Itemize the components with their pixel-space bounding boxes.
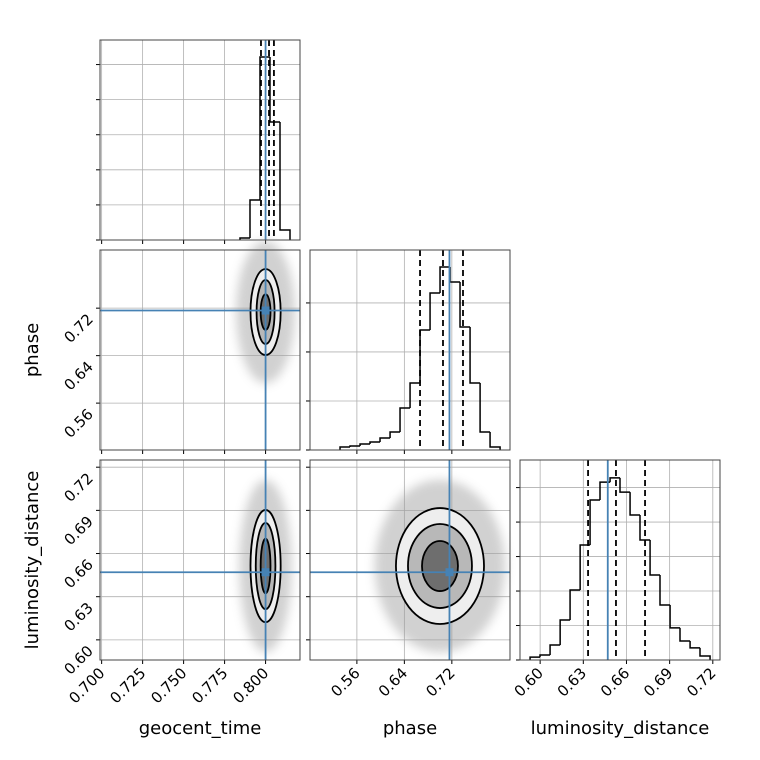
panel: 0.7000.7250.7500.7750.8000.600.630.660.6… bbox=[22, 459, 301, 739]
hist-bin bbox=[699, 647, 711, 660]
panel-frame bbox=[519, 459, 721, 661]
y-tick-label: 0.66 bbox=[60, 556, 96, 592]
hist-bin bbox=[259, 56, 270, 200]
y-tick-label: 0.69 bbox=[60, 512, 96, 548]
hist-bin bbox=[529, 656, 540, 660]
hist-bin bbox=[669, 605, 680, 629]
x-tick-label: 0.72 bbox=[683, 664, 719, 700]
y-axis-label: phase bbox=[22, 323, 43, 377]
hist-bin bbox=[339, 446, 350, 450]
hist-bin bbox=[629, 492, 640, 516]
hist-bin bbox=[469, 326, 481, 384]
hist-bin bbox=[549, 644, 561, 655]
x-tick-label: 0.69 bbox=[640, 664, 676, 700]
hist-bin bbox=[409, 382, 421, 409]
panel-frame bbox=[99, 249, 301, 451]
x-tick-label: 0.56 bbox=[327, 664, 363, 700]
hist-bin bbox=[619, 477, 631, 493]
hist-bin bbox=[479, 383, 491, 433]
hist-bin bbox=[249, 199, 260, 238]
hist-bin bbox=[389, 431, 401, 439]
hist-bin bbox=[419, 329, 431, 384]
hist-bin bbox=[379, 437, 391, 442]
x-tick-label: 0.800 bbox=[229, 664, 272, 707]
y-tick-label: 0.56 bbox=[60, 405, 96, 441]
panel-frame bbox=[99, 39, 301, 241]
panel bbox=[306, 249, 511, 454]
hist-bin bbox=[569, 589, 581, 620]
y-tick-label: 0.64 bbox=[60, 358, 96, 394]
hist-bin bbox=[359, 443, 370, 446]
x-tick-label: 0.72 bbox=[422, 664, 458, 700]
panel bbox=[96, 39, 301, 244]
hist-bin bbox=[579, 544, 591, 590]
hist-bin bbox=[559, 619, 571, 645]
hist-bin bbox=[399, 407, 411, 432]
x-axis-label: phase bbox=[383, 718, 437, 739]
hist-bin bbox=[269, 56, 280, 123]
hist-bin bbox=[429, 292, 441, 330]
x-tick-label: 0.66 bbox=[597, 664, 633, 700]
x-tick-label: 0.60 bbox=[511, 664, 547, 700]
x-tick-label: 0.750 bbox=[147, 664, 190, 707]
hist-bin bbox=[609, 477, 620, 483]
panel-frame bbox=[309, 249, 511, 451]
hist-bin bbox=[369, 441, 381, 445]
panel-frame bbox=[99, 459, 301, 661]
hist-bin bbox=[279, 122, 291, 240]
hist-bin bbox=[649, 540, 660, 576]
hist-bin bbox=[589, 499, 600, 545]
y-tick-label: 0.63 bbox=[60, 599, 96, 635]
hist-bin bbox=[689, 641, 700, 649]
contour bbox=[421, 540, 459, 592]
truth-marker bbox=[261, 306, 270, 315]
hist-bin bbox=[239, 237, 250, 240]
panel: 0.56 0.64 0.72 phase bbox=[22, 240, 301, 454]
x-tick-label: 0.63 bbox=[554, 664, 590, 700]
truth-marker bbox=[445, 568, 454, 577]
hist-bin bbox=[489, 431, 501, 450]
panel: 0.56 0.64 0.72 phase bbox=[306, 459, 511, 739]
panel-frame bbox=[309, 459, 511, 661]
x-tick-label: 0.725 bbox=[106, 664, 149, 707]
x-axis-label: geocent_time bbox=[139, 718, 262, 739]
hist-bin bbox=[539, 654, 551, 658]
x-tick-label: 0.64 bbox=[375, 664, 411, 700]
hist-bin bbox=[599, 481, 611, 500]
y-tick-label: 0.72 bbox=[60, 310, 96, 346]
x-axis-label: luminosity_distance bbox=[531, 718, 710, 739]
hist-bin bbox=[439, 266, 451, 294]
hist-bin bbox=[679, 627, 691, 642]
hist-bin bbox=[659, 575, 671, 606]
hist-bin bbox=[639, 515, 651, 541]
hist-bin bbox=[459, 281, 471, 328]
panel: 0.60 0.63 0.66 0.69 0.72 luminosity_distance bbox=[511, 459, 721, 739]
y-axis-label: luminosity_distance bbox=[22, 471, 43, 650]
x-tick-label: 0.775 bbox=[188, 664, 231, 707]
truth-marker bbox=[261, 568, 270, 577]
hist-bin bbox=[349, 445, 361, 447]
y-tick-label: 0.72 bbox=[60, 469, 96, 505]
